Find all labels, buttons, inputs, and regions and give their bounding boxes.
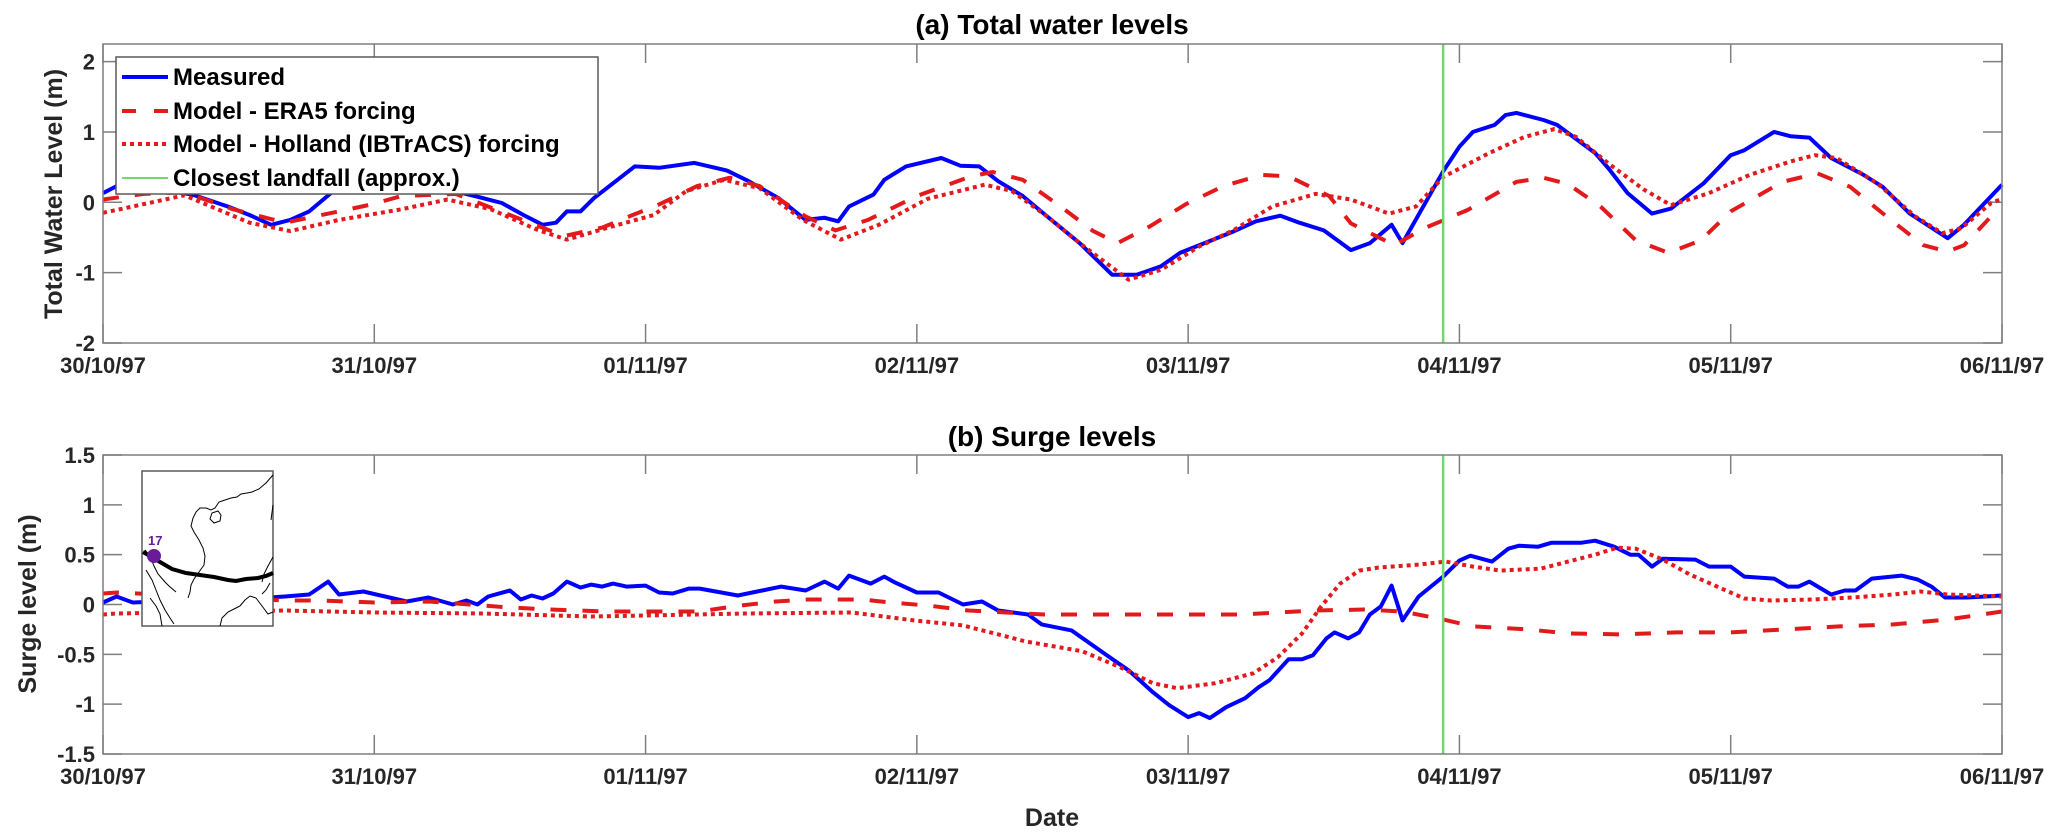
coastline-philippines-2 bbox=[261, 582, 271, 595]
coastline bbox=[144, 474, 274, 627]
ytick-label: 0 bbox=[83, 190, 95, 215]
ytick-label: 0 bbox=[83, 593, 95, 618]
ytick-label: 1 bbox=[83, 120, 95, 145]
xtick-label: 05/11/97 bbox=[1688, 764, 1772, 789]
panel-a-title: (a) Total water levels bbox=[915, 9, 1188, 40]
legend-box bbox=[115, 56, 599, 195]
panel-total-water-levels: (a) Total water levels Total Water Level… bbox=[40, 9, 2044, 378]
series-model-holland-ibtracs-forcing bbox=[102, 545, 2003, 691]
xtick-label: 01/11/97 bbox=[603, 353, 687, 378]
xtick-label: 03/11/97 bbox=[1146, 764, 1230, 789]
panel-b-frame bbox=[102, 454, 2003, 755]
xtick-label: 30/10/97 bbox=[60, 764, 146, 789]
xtick-label: 30/10/97 bbox=[60, 353, 146, 378]
xtick-label: 06/11/97 bbox=[1960, 353, 2044, 378]
ytick-label: 1 bbox=[83, 493, 95, 518]
legend-label: Measured bbox=[173, 64, 285, 91]
legend-entry-era5: Model - ERA5 forcing bbox=[122, 98, 416, 125]
legend-entry-landfall: Closest landfall (approx.) bbox=[122, 165, 460, 192]
ytick-label: -2 bbox=[75, 331, 95, 356]
panel-b-xlabel: Date bbox=[1025, 804, 1079, 832]
xtick-label: 05/11/97 bbox=[1688, 353, 1772, 378]
ytick-label: -1 bbox=[75, 261, 95, 286]
series-measured bbox=[102, 538, 2003, 721]
series-model-era5-forcing bbox=[102, 590, 2003, 637]
panel-a-frame bbox=[102, 43, 2003, 344]
station-label: 17 bbox=[148, 533, 162, 548]
ytick-label: -1 bbox=[75, 692, 95, 717]
xtick-label: 02/11/97 bbox=[875, 764, 959, 789]
ytick-label: -0.5 bbox=[57, 642, 95, 667]
legend-label: Closest landfall (approx.) bbox=[173, 165, 460, 192]
panel-b-series bbox=[102, 538, 2003, 721]
panel-a-series bbox=[102, 110, 2004, 282]
legend: Measured Model - ERA5 forcing Model - Ho… bbox=[115, 56, 599, 195]
legend-entry-measured: Measured bbox=[122, 64, 285, 91]
xtick-label: 06/11/97 bbox=[1960, 764, 2044, 789]
panel-a-yticks: -2 -1 0 1 2 bbox=[75, 50, 2002, 356]
coastline-china-vietnam bbox=[187, 474, 274, 599]
coastline-peninsula bbox=[145, 569, 175, 625]
xtick-label: 02/11/97 bbox=[875, 353, 959, 378]
panel-b-yticks: -1.5 -1 -0.5 0 0.5 1 1.5 bbox=[57, 443, 2002, 767]
panel-surge-levels: (b) Surge levels Surge level (m) Date -1… bbox=[14, 421, 2044, 832]
coastline-taiwan bbox=[270, 504, 274, 521]
panel-a-xticks: 30/10/97 31/10/97 01/11/97 02/11/97 03/11/97… bbox=[60, 44, 2044, 378]
ytick-label: 1.5 bbox=[64, 443, 95, 468]
xtick-label: 31/10/97 bbox=[331, 353, 417, 378]
legend-label: Model - ERA5 forcing bbox=[173, 98, 416, 125]
ytick-label: 2 bbox=[83, 50, 95, 75]
coastline-hainan bbox=[209, 510, 222, 524]
inset-frame bbox=[141, 470, 274, 627]
xtick-label: 04/11/97 bbox=[1417, 353, 1501, 378]
station-marker bbox=[147, 549, 161, 563]
xtick-label: 01/11/97 bbox=[603, 764, 687, 789]
panel-b-ylabel: Surge level (m) bbox=[14, 514, 42, 693]
panel-a-ylabel: Total Water Level (m) bbox=[40, 69, 68, 319]
coastline-borneo bbox=[219, 595, 274, 627]
series-model-era5-forcing bbox=[102, 170, 2004, 255]
inset-map: 17 bbox=[141, 470, 274, 627]
legend-entry-holland: Model - Holland (IBTrACS) forcing bbox=[122, 131, 560, 158]
xtick-label: 31/10/97 bbox=[331, 764, 417, 789]
panel-b-title: (b) Surge levels bbox=[948, 421, 1157, 452]
ytick-label: -1.5 bbox=[57, 742, 95, 767]
panel-b-xticks: 30/10/97 31/10/97 01/11/97 02/11/97 03/11/97… bbox=[60, 455, 2044, 789]
xtick-label: 03/11/97 bbox=[1146, 353, 1230, 378]
series-model-holland-ibtracs-forcing bbox=[102, 127, 2003, 282]
legend-label: Model - Holland (IBTrACS) forcing bbox=[173, 131, 560, 158]
ytick-label: 0.5 bbox=[64, 543, 95, 568]
xtick-label: 04/11/97 bbox=[1417, 764, 1501, 789]
coastline-west bbox=[149, 597, 163, 627]
storm-track bbox=[142, 550, 274, 584]
